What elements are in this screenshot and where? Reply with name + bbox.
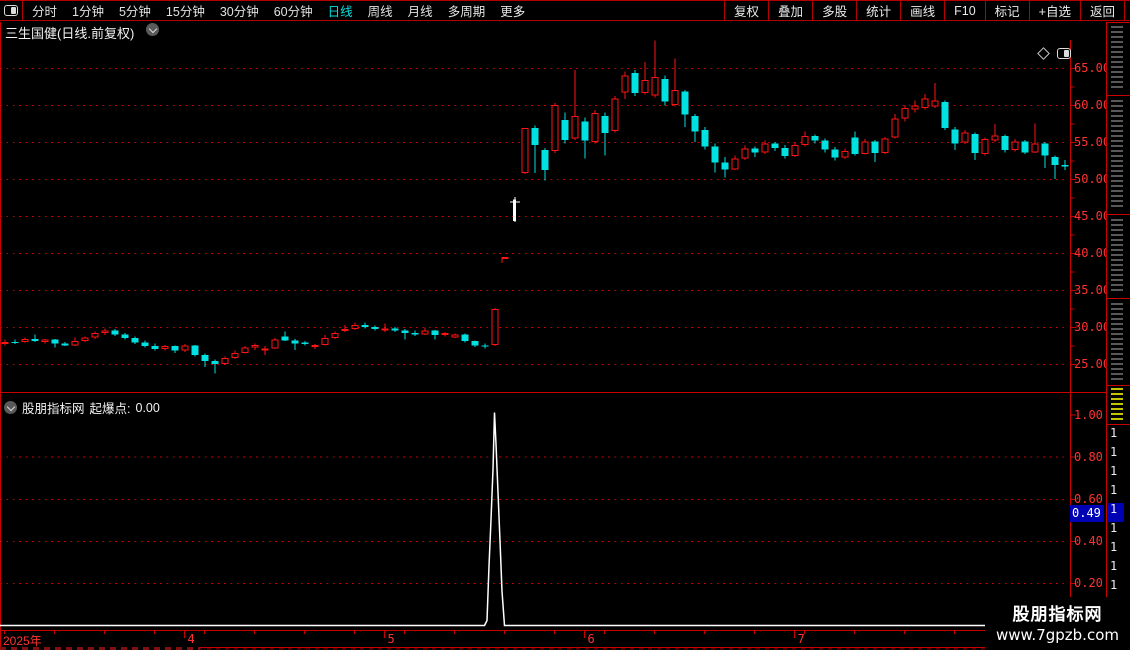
period-tab-更多[interactable]: 更多 [500, 5, 526, 19]
clipped-vertical-text [1111, 303, 1123, 381]
clipped-selected-row [1108, 503, 1124, 522]
period-tab-多周期[interactable]: 多周期 [447, 5, 486, 19]
indicator-header: 股朋指标网 起爆点: 0.00 [4, 398, 160, 417]
period-tab-60分钟[interactable]: 60分钟 [273, 5, 313, 19]
indicator-axis-label: 0.40 [1074, 533, 1103, 548]
price-axis-label: 40.00 [1074, 246, 1111, 260]
period-tab-5分钟[interactable]: 5分钟 [118, 5, 151, 19]
period-tab-30分钟[interactable]: 30分钟 [219, 5, 259, 19]
clipped-bottom-row [0, 648, 1130, 650]
price-axis-label: 65.00 [1074, 61, 1111, 75]
price-axis-label: 30.00 [1074, 320, 1111, 334]
clipped-digit: 1 [1110, 521, 1118, 535]
indicator-axis-label: 0.60 [1074, 491, 1103, 506]
toolbar-button-画线[interactable]: 画线 [900, 1, 944, 20]
indicator-axis-label: 1.00 [1074, 407, 1103, 422]
pane-split-icon[interactable] [1057, 48, 1071, 59]
clipped-vertical-text-yellow [1111, 388, 1123, 421]
price-axis-label: 60.00 [1074, 98, 1111, 112]
toolbar-button-返回[interactable]: 返回 [1079, 1, 1125, 20]
period-tab-日线[interactable]: 日线 [327, 5, 353, 19]
divider [1107, 298, 1130, 299]
clipped-vertical-text [1111, 219, 1123, 294]
divider [1107, 22, 1130, 23]
chevron-down-icon[interactable] [4, 401, 17, 414]
toolbar-actions: 复权 叠加 多股 统计 画线 F10 标记 +自选 返回 [724, 1, 1125, 20]
toolbar-button-叠加[interactable]: 叠加 [768, 1, 812, 20]
indicator-gridlines [0, 456, 1069, 584]
period-tabs: 分时 1分钟 5分钟 15分钟 30分钟 60分钟 日线 周线 月线 多周期 更多 [23, 1, 525, 20]
period-tab-1分钟[interactable]: 1分钟 [72, 5, 104, 19]
clipped-vertical-text [1111, 100, 1123, 210]
divider [1107, 424, 1130, 425]
month-label-6: 6 [587, 632, 595, 646]
indicator-axis-label: 0.80 [1074, 449, 1103, 464]
clipped-digit: 1 [1110, 502, 1118, 516]
divider [1107, 385, 1130, 386]
clipped-digit: 1 [1110, 445, 1118, 459]
main-gridlines [0, 68, 1069, 365]
watermark: 股朋指标网 www.7gpzb.com [985, 597, 1130, 650]
watermark-title: 股朋指标网 [1012, 605, 1103, 624]
year-label: 2025年 [3, 634, 42, 648]
clipped-bottom-text [0, 647, 200, 650]
indicator-source-label: 股朋指标网 [22, 402, 85, 416]
indicator-line [0, 412, 1069, 627]
price-axis-label: 25.00 [1074, 357, 1111, 371]
more-arrow-icon: › [516, 3, 521, 18]
layout-split-icon [4, 5, 18, 16]
period-tab-15分钟[interactable]: 15分钟 [165, 5, 205, 19]
clipped-right-panel: 1 1 1 1 1 1 1 1 1 [1106, 22, 1130, 598]
toolbar-button-多股[interactable]: 多股 [812, 1, 856, 20]
divider [1107, 214, 1130, 215]
clipped-digit: 1 [1110, 426, 1118, 440]
divider [1107, 95, 1130, 96]
watermark-url: www.7gpzb.com [996, 626, 1119, 644]
indicator-name-label: 起爆点: [89, 402, 131, 416]
price-axis-label: 55.00 [1074, 135, 1111, 149]
toolbar-button-复权[interactable]: 复权 [724, 1, 768, 20]
title-bar: 三生国健(日线.前复权) [0, 22, 1130, 60]
clipped-digit: 1 [1110, 483, 1118, 497]
indicator-value: 0.00 [135, 400, 160, 415]
candlestick-series [1, 40, 1069, 374]
stock-title: 三生国健(日线.前复权) [5, 26, 135, 41]
price-axis-label: 35.00 [1074, 283, 1111, 297]
period-tab-分时[interactable]: 分时 [32, 5, 58, 19]
period-tab-周线[interactable]: 周线 [367, 5, 393, 19]
clipped-vertical-text [1111, 26, 1123, 91]
indicator-axis-label: 0.20 [1074, 575, 1103, 590]
clipped-digit: 1 [1110, 559, 1118, 573]
toolbar-button-F10[interactable]: F10 [944, 1, 985, 20]
axis-marker-badge: 0.49 [1070, 505, 1104, 522]
layout-toggle-cell[interactable] [0, 1, 23, 20]
top-toolbar: 分时 1分钟 5分钟 15分钟 30分钟 60分钟 日线 周线 月线 多周期 更多 › 复权 叠加 多股… [0, 0, 1130, 21]
month-label-4: 4 [187, 632, 195, 646]
period-tab-月线[interactable]: 月线 [407, 5, 433, 19]
toolbar-button-+自选[interactable]: +自选 [1028, 1, 1080, 20]
clipped-digit: 1 [1110, 464, 1118, 478]
price-axis-label: 45.00 [1074, 209, 1111, 223]
toolbar-button-统计[interactable]: 统计 [856, 1, 900, 20]
month-label-7: 7 [797, 632, 805, 646]
price-axis-label: 50.00 [1074, 172, 1111, 186]
chevron-down-icon[interactable] [146, 23, 159, 36]
toolbar-button-标记[interactable]: 标记 [984, 1, 1029, 20]
clipped-digit: 1 [1110, 540, 1118, 554]
month-label-5: 5 [387, 632, 395, 646]
clipped-digit: 1 [1110, 578, 1118, 592]
